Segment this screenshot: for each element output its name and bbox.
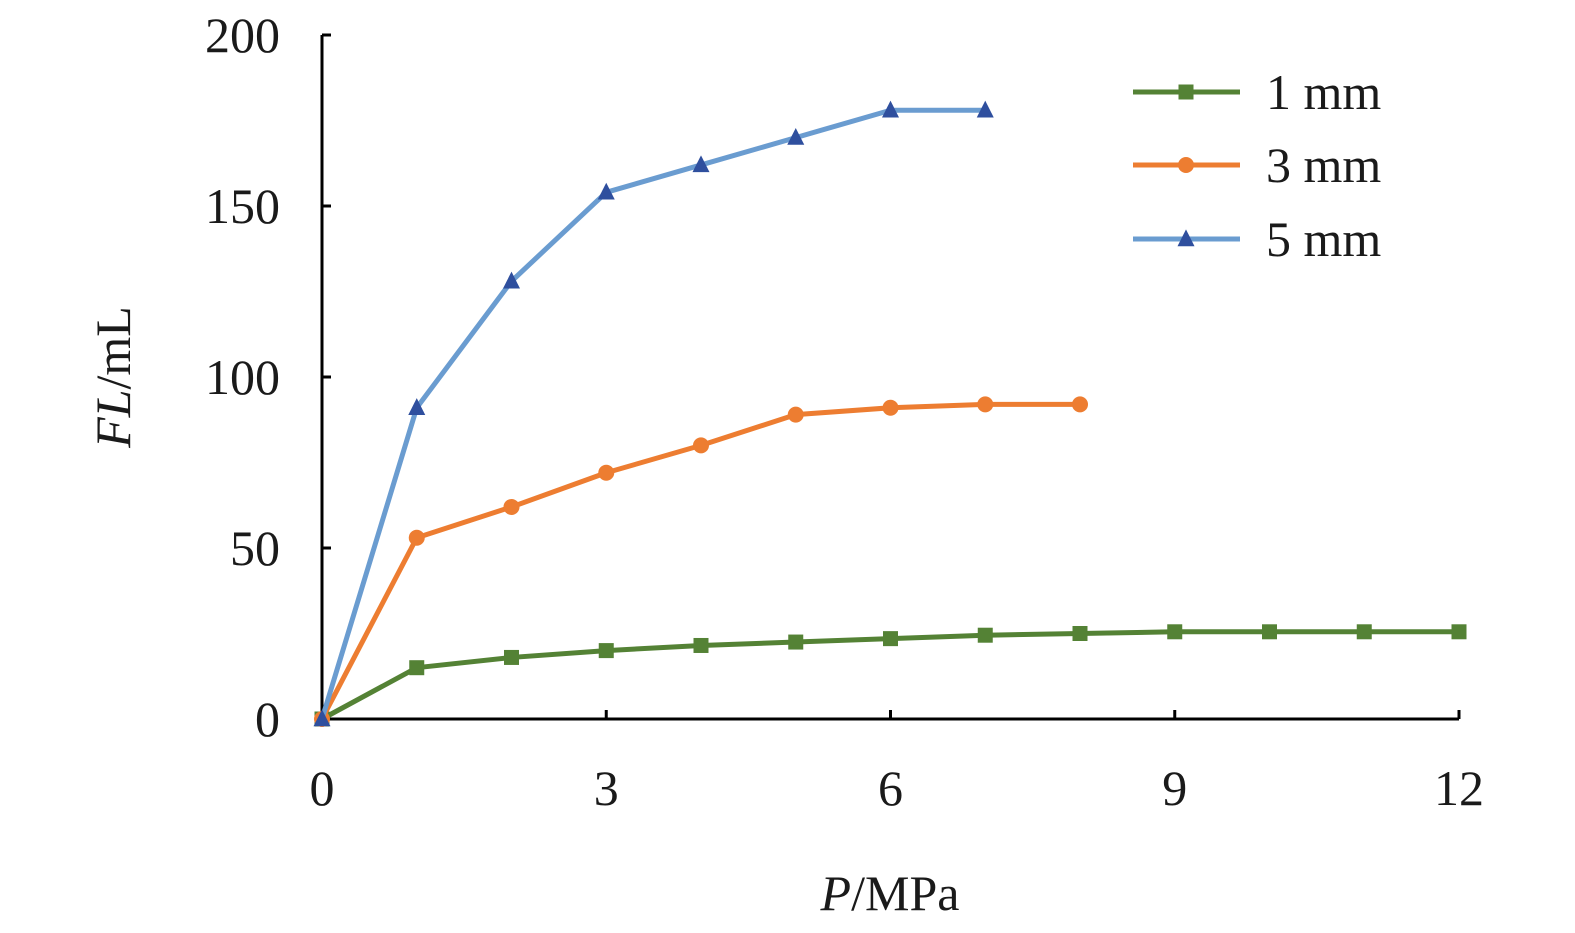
data-point <box>598 464 615 481</box>
data-point <box>977 627 993 643</box>
y-tick-label: 150 <box>205 178 280 234</box>
legend-label: 1 mm <box>1266 64 1381 120</box>
data-point <box>693 637 709 653</box>
data-point <box>787 406 804 423</box>
data-point <box>1072 396 1088 413</box>
legend-item: 1 mm <box>1133 64 1381 120</box>
data-point <box>976 100 994 118</box>
x-tick-label: 9 <box>1162 760 1187 816</box>
x-axis-title-rest: /MPa <box>851 865 959 921</box>
data-point <box>977 396 994 413</box>
series-line <box>319 107 986 720</box>
data-point <box>692 155 710 173</box>
data-point <box>1356 624 1372 640</box>
x-tick-label: 3 <box>594 760 619 816</box>
y-tick-label: 200 <box>205 7 280 63</box>
y-tick-label: 50 <box>230 520 280 576</box>
series-layer <box>313 100 1467 727</box>
data-point <box>503 271 520 289</box>
data-point <box>693 437 709 454</box>
data-point <box>787 128 805 145</box>
data-point <box>408 398 426 415</box>
x-tick-label: 12 <box>1434 760 1484 816</box>
data-point <box>408 529 425 546</box>
data-point <box>597 182 615 200</box>
legend-label: 5 mm <box>1266 211 1381 267</box>
series-1mm <box>314 624 1467 727</box>
legend: 1 mm 3 mm 5 mm <box>1133 64 1381 267</box>
legend-swatch-marker <box>1177 229 1195 247</box>
series-3mm <box>314 396 1088 727</box>
legend-label: 3 mm <box>1266 137 1381 193</box>
series-5mm <box>313 100 994 727</box>
y-axis-title-italic: FL <box>85 389 141 448</box>
data-point <box>409 660 425 676</box>
x-tick-label: 0 <box>310 760 335 816</box>
x-axis-title-italic: P <box>820 865 852 921</box>
data-point <box>788 634 804 650</box>
data-point <box>598 643 614 659</box>
y-tick-label: 100 <box>205 349 280 405</box>
data-point <box>313 709 331 727</box>
data-point <box>1072 626 1088 641</box>
legend-swatch-marker <box>1178 84 1194 100</box>
data-point <box>504 649 519 665</box>
data-point <box>1451 624 1467 640</box>
data-point <box>1167 624 1183 640</box>
legend-swatch-marker <box>1178 157 1194 173</box>
y-axis-title-rest: /mL <box>85 306 141 389</box>
x-tick-label: 6 <box>878 760 903 816</box>
y-tick-label: 0 <box>255 691 280 747</box>
data-point <box>1262 624 1277 640</box>
x-axis-title: P/MPa <box>820 865 960 921</box>
legend-item: 5 mm <box>1133 211 1381 267</box>
data-point <box>503 498 520 515</box>
data-point <box>883 631 898 647</box>
data-point <box>882 100 899 118</box>
data-point <box>882 399 899 416</box>
legend-item: 3 mm <box>1133 137 1381 193</box>
axes: 0 50 100 150 200 0 3 6 9 12 <box>205 7 1484 816</box>
y-axis-title: FL/mL <box>85 306 141 449</box>
